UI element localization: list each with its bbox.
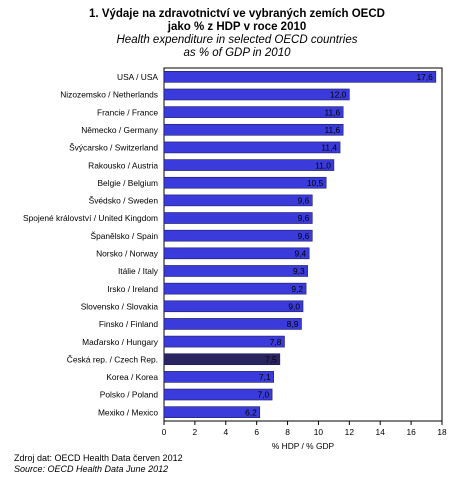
value-label: 9,6 [298, 196, 310, 206]
title-en-line2: as % of GDP in 2010 [183, 47, 291, 59]
bar [163, 247, 310, 260]
title-en-line1: Health expenditure in selected OECD coun… [116, 34, 358, 46]
value-label: 7,0 [257, 390, 269, 400]
bar [163, 176, 327, 189]
chart-title-block: 1. Výdaje na zdravotnictví ve vybraných … [0, 8, 474, 60]
category-label: Belgie / Belgium [97, 178, 158, 188]
x-tick-label: 16 [406, 427, 416, 437]
bar [163, 212, 313, 224]
bar [163, 194, 313, 207]
value-label: 9,2 [291, 284, 303, 294]
category-label: Německo / Germany [81, 125, 159, 135]
bar [163, 300, 304, 313]
title-cs-line1: 1. Výdaje na zdravotnictví ve vybraných … [89, 8, 385, 20]
category-label: Mexiko / Mexico [98, 407, 158, 417]
value-label: 11,4 [321, 143, 337, 153]
value-label: 11,6 [324, 107, 340, 117]
value-label: 11,0 [315, 160, 331, 170]
value-label: 7,5 [265, 354, 277, 364]
bar [163, 229, 313, 242]
category-label: Maďarsko / Hungary [82, 337, 159, 347]
bar [163, 159, 335, 171]
value-label: 17,6 [417, 72, 434, 82]
x-tick-label: 10 [314, 427, 324, 437]
source-en: Source: OECD Health Data June 2012 [14, 464, 169, 474]
category-label: Korea / Korea [106, 372, 158, 382]
category-label: Spojené království / United Kingdom [23, 213, 158, 223]
bar [163, 88, 350, 101]
category-label: Švédsko / Sweden [89, 196, 159, 206]
bar [163, 353, 281, 366]
category-label: Finsko / Finland [99, 319, 158, 329]
bar [163, 265, 308, 277]
value-label: 8,9 [287, 319, 299, 329]
bar [163, 335, 285, 348]
category-label: Švýcarsko / Switzerland [69, 143, 158, 153]
bar [163, 123, 344, 136]
x-tick-label: 18 [437, 427, 447, 437]
bar [163, 282, 307, 295]
bar [163, 318, 302, 330]
x-tick-label: 2 [193, 427, 198, 437]
category-label: Nizozemsko / Netherlands [60, 90, 158, 100]
category-label: Rakousko / Austria [88, 160, 158, 170]
value-label: 7,1 [259, 372, 271, 382]
bar [163, 388, 273, 401]
x-tick-label: 0 [162, 427, 167, 437]
category-label: Česká rep. / Czech Rep. [67, 354, 158, 364]
category-label: Slovensko / Slovakia [81, 301, 159, 311]
title-cs-line2: jako % z HDP v roce 2010 [167, 21, 307, 33]
category-label: USA / USA [117, 72, 158, 82]
x-tick-label: 6 [254, 427, 259, 437]
category-label: Francie / France [97, 107, 158, 117]
source-note: Zdroj dat: OECD Health Data červen 2012 … [14, 453, 183, 475]
source-cs: Zdroj dat: OECD Health Data červen 2012 [14, 453, 183, 463]
x-tick-label: 14 [376, 427, 386, 437]
x-axis-title: % HDP / % GDP [272, 441, 335, 451]
category-label: Španělsko / Spain [90, 231, 158, 241]
category-label: Irsko / Ireland [107, 284, 158, 294]
value-label: 10,5 [307, 178, 324, 188]
x-tick-label: 12 [345, 427, 355, 437]
value-label: 9,6 [298, 213, 310, 223]
category-label: Norsko / Norway [96, 249, 159, 259]
value-label: 9,4 [295, 249, 307, 259]
value-label: 9,6 [298, 231, 310, 241]
x-tick-label: 4 [223, 427, 228, 437]
bar [163, 71, 437, 83]
value-label: 12,0 [330, 90, 347, 100]
bar [163, 406, 261, 418]
value-label: 6,2 [245, 407, 257, 417]
value-label: 9,3 [293, 266, 305, 276]
value-label: 7,8 [270, 337, 282, 347]
x-tick-label: 8 [285, 427, 290, 437]
value-label: 11,6 [324, 125, 340, 135]
bar [163, 141, 341, 154]
category-label: Itálie / Italy [118, 266, 159, 276]
value-label: 9,0 [288, 301, 300, 311]
bar [163, 106, 344, 118]
plot-frame [163, 67, 443, 422]
category-label: Polsko / Poland [100, 390, 159, 400]
bar [163, 371, 274, 383]
